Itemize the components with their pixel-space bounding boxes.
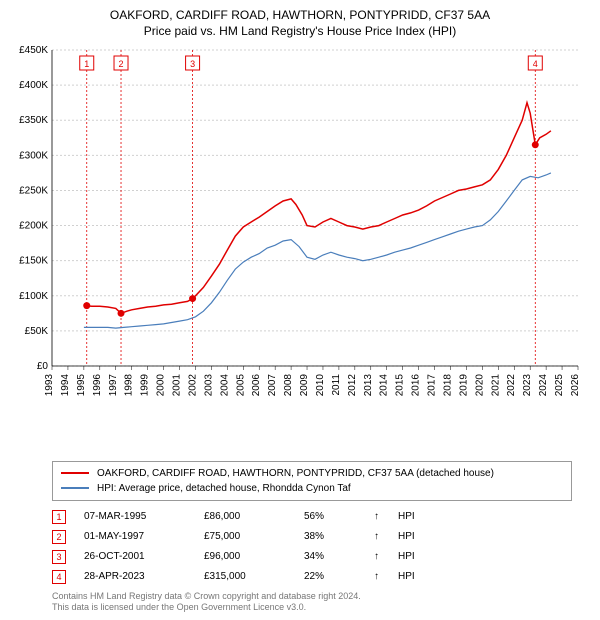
- svg-text:£450K: £450K: [19, 45, 48, 56]
- svg-text:2016: 2016: [411, 374, 422, 397]
- svg-text:1: 1: [84, 59, 89, 69]
- svg-text:2010: 2010: [315, 374, 326, 397]
- svg-text:2001: 2001: [172, 374, 183, 397]
- chart-title: OAKFORD, CARDIFF ROAD, HAWTHORN, PONTYPR…: [10, 8, 590, 22]
- event-price: £96,000: [204, 551, 294, 562]
- svg-text:2011: 2011: [331, 374, 342, 396]
- svg-text:2005: 2005: [235, 374, 246, 397]
- footer-line-2: This data is licensed under the Open Gov…: [52, 602, 572, 614]
- event-date: 26-OCT-2001: [84, 551, 194, 562]
- svg-text:2026: 2026: [570, 374, 581, 397]
- legend-swatch: [61, 472, 89, 474]
- event-date: 01-MAY-1997: [84, 531, 194, 542]
- svg-text:1994: 1994: [60, 374, 71, 397]
- legend-box: OAKFORD, CARDIFF ROAD, HAWTHORN, PONTYPR…: [52, 461, 572, 501]
- svg-text:£100K: £100K: [19, 291, 48, 302]
- svg-text:2002: 2002: [187, 374, 198, 397]
- legend-item: OAKFORD, CARDIFF ROAD, HAWTHORN, PONTYPR…: [61, 466, 563, 481]
- events-table: 1 07-MAR-1995 £86,000 56% ↑ HPI 2 01-MAY-1997 £7…: [52, 507, 572, 587]
- svg-text:£150K: £150K: [19, 256, 48, 267]
- event-pct: 38%: [304, 531, 364, 542]
- svg-text:3: 3: [190, 59, 195, 69]
- svg-text:1993: 1993: [44, 374, 55, 397]
- svg-text:£300K: £300K: [19, 150, 48, 161]
- svg-text:1998: 1998: [124, 374, 135, 397]
- svg-text:4: 4: [533, 59, 538, 69]
- arrow-up-icon: ↑: [374, 551, 388, 562]
- svg-text:2024: 2024: [538, 374, 549, 397]
- legend-label: HPI: Average price, detached house, Rhon…: [97, 481, 351, 496]
- event-pct: 22%: [304, 571, 364, 582]
- arrow-up-icon: ↑: [374, 571, 388, 582]
- svg-text:2004: 2004: [219, 374, 230, 397]
- svg-text:2025: 2025: [554, 374, 565, 397]
- svg-text:2007: 2007: [267, 374, 278, 397]
- svg-text:1999: 1999: [140, 374, 151, 397]
- svg-text:2014: 2014: [379, 374, 390, 397]
- event-suffix: HPI: [398, 551, 438, 562]
- svg-text:2000: 2000: [156, 374, 167, 397]
- svg-text:£200K: £200K: [19, 221, 48, 232]
- event-pct: 56%: [304, 511, 364, 522]
- svg-text:2008: 2008: [283, 374, 294, 397]
- svg-text:2018: 2018: [442, 374, 453, 397]
- svg-text:2020: 2020: [474, 374, 485, 397]
- svg-text:£50K: £50K: [25, 326, 49, 337]
- svg-text:1995: 1995: [76, 374, 87, 397]
- event-date: 28-APR-2023: [84, 571, 194, 582]
- chart-plot-area: £0 £50K £100K £150K £200K £250K £300K £350K £400…: [10, 44, 590, 455]
- event-price: £315,000: [204, 571, 294, 582]
- svg-text:1997: 1997: [108, 374, 119, 397]
- svg-text:£350K: £350K: [19, 115, 48, 126]
- arrow-up-icon: ↑: [374, 511, 388, 522]
- event-price: £75,000: [204, 531, 294, 542]
- svg-text:2023: 2023: [522, 374, 533, 397]
- event-row: 3 26-OCT-2001 £96,000 34% ↑ HPI: [52, 547, 572, 567]
- event-row: 4 28-APR-2023 £315,000 22% ↑ HPI: [52, 567, 572, 587]
- event-number-badge: 2: [52, 530, 66, 544]
- event-suffix: HPI: [398, 511, 438, 522]
- svg-text:2021: 2021: [490, 374, 501, 397]
- svg-text:1996: 1996: [92, 374, 103, 397]
- legend-item: HPI: Average price, detached house, Rhon…: [61, 481, 563, 496]
- event-row: 1 07-MAR-1995 £86,000 56% ↑ HPI: [52, 507, 572, 527]
- event-row: 2 01-MAY-1997 £75,000 38% ↑ HPI: [52, 527, 572, 547]
- footer-line-1: Contains HM Land Registry data © Crown c…: [52, 591, 572, 603]
- arrow-up-icon: ↑: [374, 531, 388, 542]
- svg-text:2019: 2019: [458, 374, 469, 397]
- svg-text:2015: 2015: [395, 374, 406, 397]
- event-number-badge: 1: [52, 510, 66, 524]
- svg-text:£0: £0: [37, 361, 49, 372]
- svg-text:2022: 2022: [506, 374, 517, 397]
- svg-text:£400K: £400K: [19, 80, 48, 91]
- event-date: 07-MAR-1995: [84, 511, 194, 522]
- event-price: £86,000: [204, 511, 294, 522]
- legend-swatch: [61, 487, 89, 489]
- svg-text:2009: 2009: [299, 374, 310, 397]
- event-suffix: HPI: [398, 531, 438, 542]
- chart-subtitle: Price paid vs. HM Land Registry's House …: [10, 24, 590, 38]
- svg-text:2: 2: [119, 59, 124, 69]
- chart-svg: £0 £50K £100K £150K £200K £250K £300K £350K £400…: [10, 44, 590, 404]
- svg-text:2017: 2017: [427, 374, 438, 397]
- svg-text:2006: 2006: [251, 374, 262, 397]
- legend-label: OAKFORD, CARDIFF ROAD, HAWTHORN, PONTYPR…: [97, 466, 494, 481]
- event-pct: 34%: [304, 551, 364, 562]
- event-number-badge: 3: [52, 550, 66, 564]
- svg-text:2003: 2003: [203, 374, 214, 397]
- svg-text:2013: 2013: [363, 374, 374, 397]
- svg-text:2012: 2012: [347, 374, 358, 397]
- event-suffix: HPI: [398, 571, 438, 582]
- svg-text:£250K: £250K: [19, 185, 48, 196]
- footer-attribution: Contains HM Land Registry data © Crown c…: [52, 591, 572, 614]
- event-number-badge: 4: [52, 570, 66, 584]
